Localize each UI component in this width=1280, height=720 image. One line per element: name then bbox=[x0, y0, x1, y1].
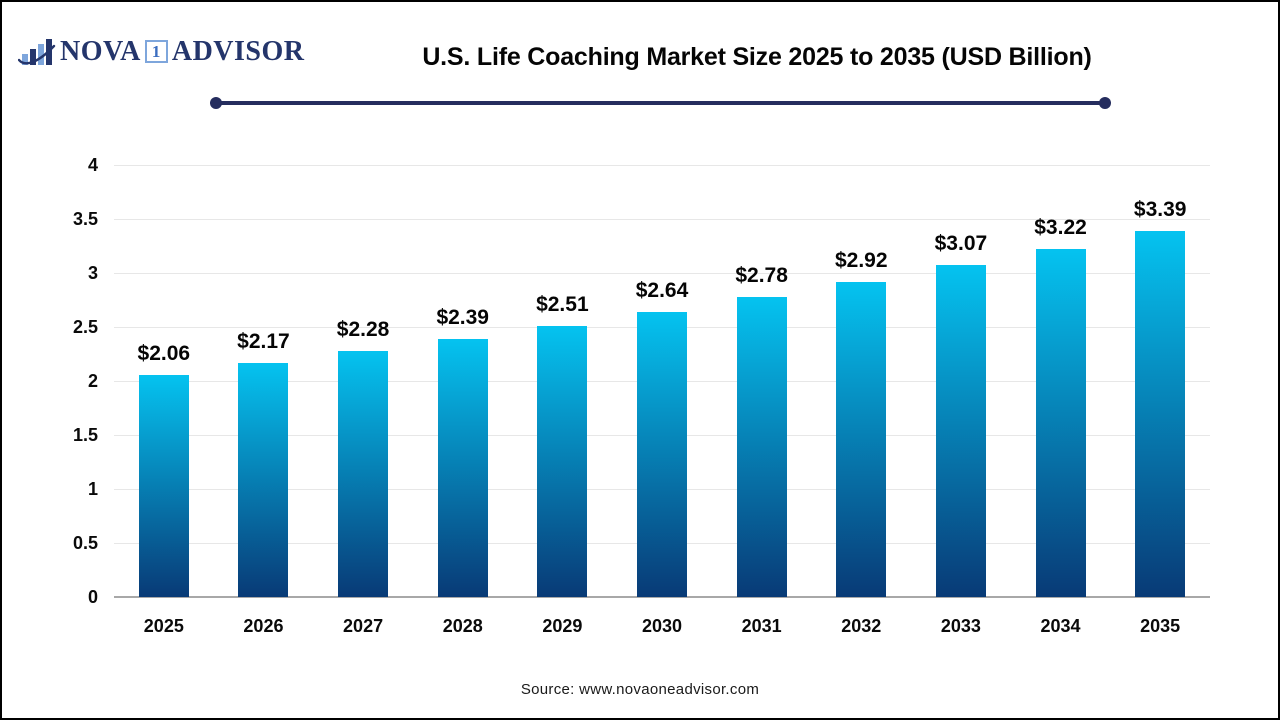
x-axis-tick-label: 2026 bbox=[243, 616, 284, 636]
y-axis-tick-label: 0 bbox=[87, 587, 98, 607]
source-text: Source: www.novaoneadvisor.com bbox=[520, 681, 760, 698]
logo-text-advisor: ADVISOR bbox=[171, 36, 305, 67]
bar-2026 bbox=[238, 362, 289, 597]
bar-2030 bbox=[637, 311, 687, 597]
bar-value-label: $2.92 bbox=[834, 248, 888, 272]
gridline bbox=[114, 218, 1210, 220]
x-axis-tick-label: 2030 bbox=[641, 616, 683, 636]
gridline bbox=[114, 272, 1210, 274]
bar-2031 bbox=[736, 296, 787, 597]
bar-2033 bbox=[935, 265, 986, 597]
x-axis-tick-label: 2034 bbox=[1040, 616, 1081, 636]
bar-2028 bbox=[437, 338, 488, 597]
bar-2032 bbox=[836, 281, 887, 597]
bar-value-label: $3.22 bbox=[1034, 216, 1087, 240]
bar-chart-swoosh-icon bbox=[18, 39, 56, 65]
chart-title: U.S. Life Coaching Market Size 2025 to 2… bbox=[422, 43, 1092, 71]
x-axis-tick-label: 2029 bbox=[542, 616, 583, 636]
x-axis-tick-label: 2027 bbox=[343, 616, 384, 636]
y-axis-tick-label: 2.5 bbox=[72, 317, 98, 337]
bar-value-label: $3.39 bbox=[1133, 197, 1187, 221]
y-axis-tick-label: 1.5 bbox=[72, 425, 98, 445]
x-axis-tick-label: 2025 bbox=[143, 616, 184, 636]
bar-2027 bbox=[338, 350, 389, 597]
x-axis-line bbox=[114, 596, 1210, 598]
y-axis-tick-label: 3 bbox=[87, 263, 98, 283]
x-axis-tick-label: 2033 bbox=[940, 616, 981, 636]
bar-value-label: $2.64 bbox=[635, 278, 689, 302]
bar-value-label: $2.06 bbox=[137, 341, 191, 365]
x-axis-tick-label: 2035 bbox=[1140, 616, 1181, 636]
bar-value-label: $2.39 bbox=[436, 305, 489, 329]
bar-2035 bbox=[1135, 230, 1186, 597]
gridline bbox=[114, 164, 1210, 166]
bar-value-label: $3.07 bbox=[934, 232, 988, 256]
plot-area: 0 0.5 1 1.5 2 2.5 3 3.5 4 $2.06 2025 $2.17 2026 $2.28… bbox=[73, 155, 1210, 636]
y-axis-tick-label: 4 bbox=[87, 155, 98, 175]
bar-value-label: $2.78 bbox=[735, 263, 788, 287]
bar-2034 bbox=[1035, 249, 1086, 597]
bar-value-label: $2.51 bbox=[536, 292, 589, 316]
y-axis-tick-label: 0.5 bbox=[72, 533, 98, 553]
x-axis-tick-label: 2032 bbox=[841, 616, 882, 636]
title-underline bbox=[210, 97, 1111, 109]
brand-logo: NOVA 1 ADVISOR bbox=[18, 36, 304, 68]
bar-value-label: $2.17 bbox=[237, 329, 290, 353]
y-axis-tick-label: 2 bbox=[87, 371, 98, 391]
bar-value-label: $2.28 bbox=[336, 317, 390, 341]
x-axis-tick-label: 2031 bbox=[741, 616, 782, 636]
x-axis-tick-label: 2028 bbox=[442, 616, 483, 636]
bar-2025 bbox=[138, 374, 189, 597]
y-axis-tick-label: 1 bbox=[87, 479, 98, 499]
logo-badge-one: 1 bbox=[144, 39, 168, 63]
y-axis-tick-label: 3.5 bbox=[72, 209, 98, 229]
bar-2029 bbox=[537, 325, 588, 597]
logo-text-nova: NOVA bbox=[60, 36, 141, 67]
